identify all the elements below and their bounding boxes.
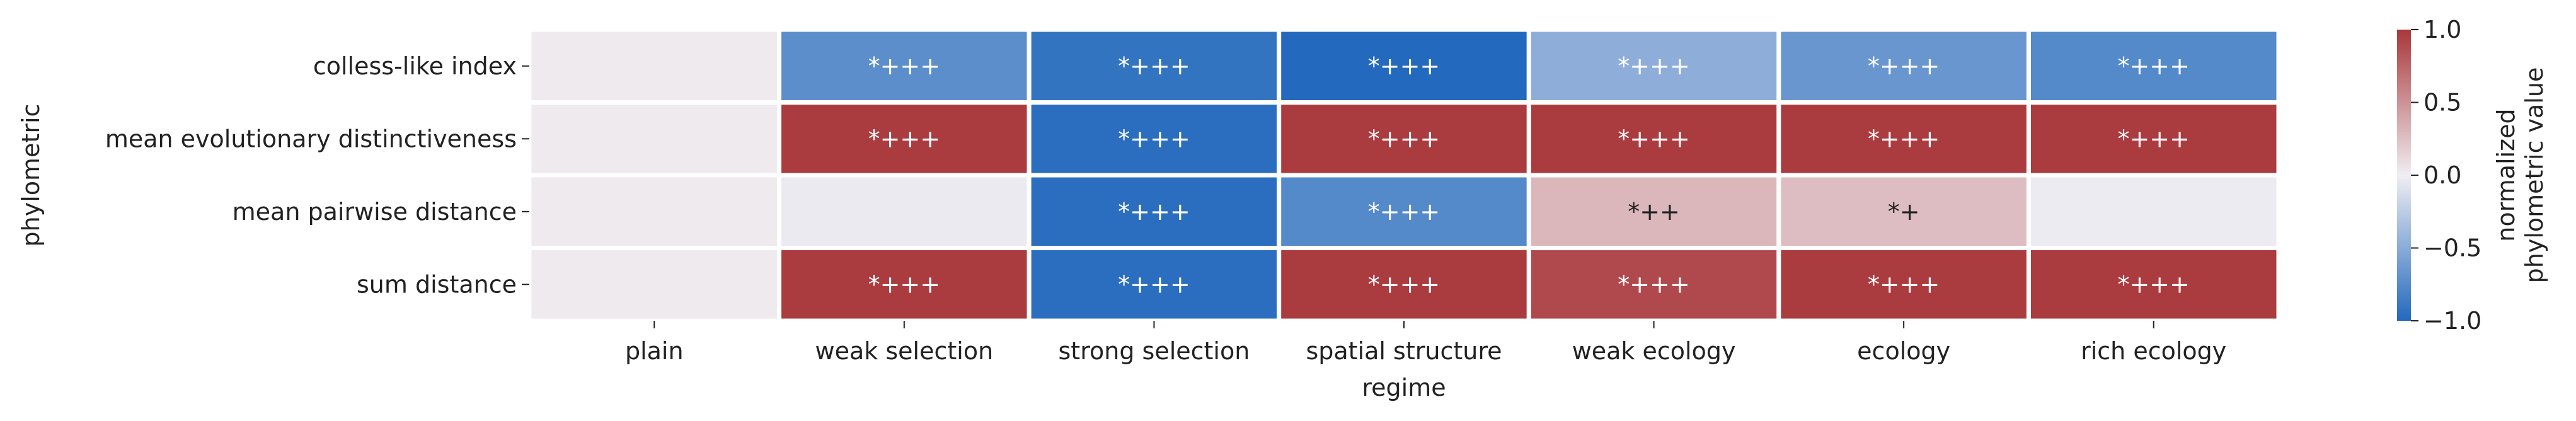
heatmap-cell — [2026, 246, 2281, 323]
x-tick-label: strong selection — [1059, 337, 1250, 365]
cell-annotation: *+++ — [868, 52, 941, 80]
cell-annotation: *+++ — [1118, 270, 1190, 298]
colorbar-tick-label: 0.0 — [2424, 161, 2461, 189]
cell-annotation: *+++ — [1368, 125, 1440, 153]
cell-annotation: *+++ — [1118, 125, 1190, 153]
heatmap-cell — [527, 27, 782, 105]
colorbar-tick-label: 0.5 — [2424, 89, 2461, 117]
heatmap-cell — [1277, 246, 1531, 323]
cell-annotation: *+++ — [868, 270, 941, 298]
cell-annotation: *+++ — [1368, 52, 1440, 80]
heatmap-cell — [2026, 173, 2281, 250]
cell-annotation: *+++ — [1618, 270, 1690, 298]
cell-annotation: *+++ — [1368, 270, 1440, 298]
colorbar-gradient — [2397, 30, 2411, 321]
cell-annotation: *+++ — [2117, 270, 2190, 298]
colorbar-tick-label: 1.0 — [2424, 16, 2461, 43]
cell-annotation: *+ — [1888, 198, 1920, 226]
y-tick-label: mean evolutionary distinctiveness — [105, 125, 517, 153]
heatmap-cell — [777, 173, 1032, 250]
colorbar-tick-label: −1.0 — [2424, 307, 2481, 335]
x-tick-label: spatial structure — [1306, 337, 1502, 365]
heatmap-cell — [527, 246, 782, 323]
heatmap-cell — [1277, 173, 1531, 250]
heatmap-cell — [2026, 100, 2281, 178]
y-tick-label: colless-like index — [313, 52, 517, 80]
x-tick-label: plain — [625, 337, 684, 365]
cell-annotation: *++ — [1628, 198, 1680, 226]
heatmap-cell — [527, 100, 782, 178]
cell-annotation: *+++ — [1868, 52, 1940, 80]
x-axis-label: regime — [1362, 374, 1446, 401]
y-tick-label: sum distance — [357, 270, 517, 298]
colorbar-label-line-1: normalized — [2492, 108, 2520, 241]
cell-annotation: *+++ — [1618, 125, 1690, 153]
cell-annotation: *+++ — [2117, 52, 2190, 80]
heatmap-cell — [1526, 246, 1781, 323]
heatmap-cell — [2026, 27, 2281, 105]
heatmap-cell — [1526, 100, 1781, 178]
x-tick-label: rich ecology — [2081, 337, 2226, 365]
heatmap-cell — [527, 173, 782, 250]
colorbar-tick-label: −0.5 — [2424, 234, 2481, 262]
y-tick-label: mean pairwise distance — [233, 198, 517, 226]
cell-annotation: *+++ — [1368, 198, 1440, 226]
heatmap-cell — [1776, 173, 2031, 250]
heatmap-cell — [777, 246, 1032, 323]
colorbar-label-line-2: phylometric value — [2521, 67, 2548, 284]
cell-annotation: *+++ — [1618, 52, 1690, 80]
cell-annotation: *+++ — [1868, 270, 1940, 298]
x-tick-label: ecology — [1857, 337, 1950, 365]
x-tick-label: weak ecology — [1572, 337, 1736, 365]
cell-annotation: *+++ — [2117, 125, 2190, 153]
heatmap-cell — [1776, 246, 2031, 323]
cell-annotation: *+++ — [868, 125, 941, 153]
cell-annotation: *+++ — [1118, 52, 1190, 80]
colorbar: 1.0 0.5 0.0 −0.5 −1.0 normalized phylometric… — [2397, 16, 2548, 335]
heatmap-cell — [1026, 100, 1282, 178]
cell-annotation: *+++ — [1868, 125, 1940, 153]
cell-annotation: *+++ — [1118, 198, 1190, 226]
x-tick-label: weak selection — [815, 337, 994, 365]
y-axis-label: phylometric — [17, 104, 45, 247]
